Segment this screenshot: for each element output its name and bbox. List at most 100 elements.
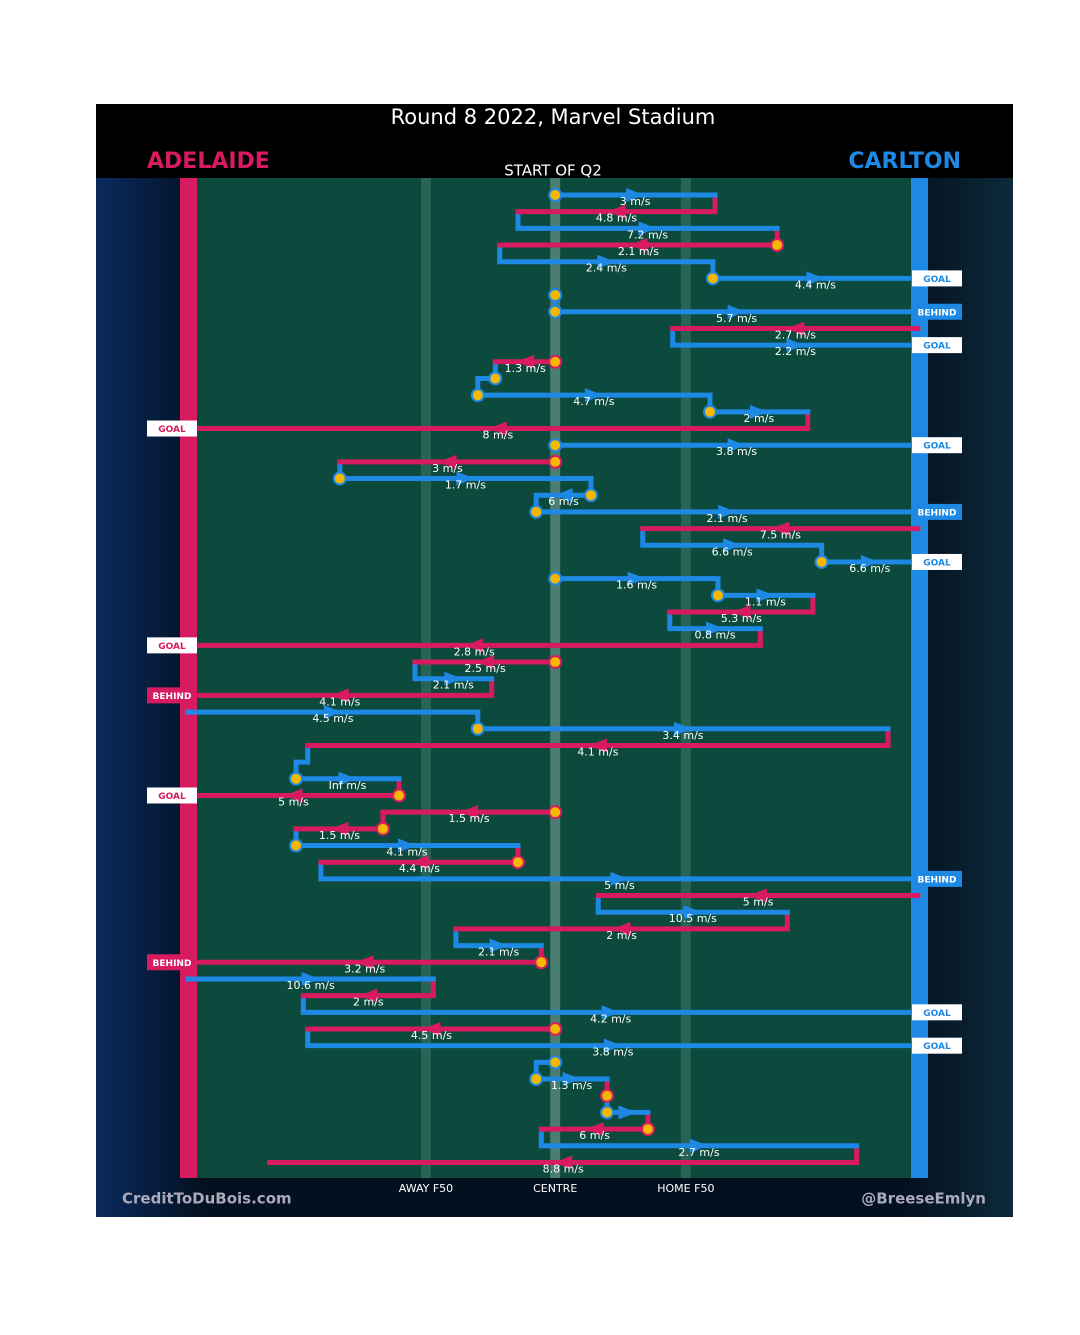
stoppage-marker [710, 588, 725, 603]
outcome-label: GOAL [923, 1009, 951, 1019]
stoppage-marker [548, 304, 563, 319]
arrow-head [330, 688, 349, 703]
speed-label: 3 m/s [620, 195, 651, 208]
arrow-head [355, 955, 374, 970]
speed-label: 4.1 m/s [319, 695, 360, 708]
stoppage-marker [548, 1022, 563, 1036]
stoppage-marker [640, 1122, 655, 1137]
outcome-box [912, 303, 962, 320]
arrow-head [584, 388, 603, 403]
goal-bar-right [911, 178, 928, 1178]
outcome-label: GOAL [923, 275, 951, 285]
speed-label: 4.1 m/s [577, 745, 618, 758]
arrow-head [610, 871, 629, 886]
stoppage-marker [488, 371, 503, 386]
speed-label: 4.5 m/s [312, 712, 353, 725]
chart-title: Round 8 2022, Marvel Stadium [391, 105, 716, 129]
speed-label: 4.4 m/s [399, 862, 440, 875]
speed-label: 3.2 m/s [344, 962, 385, 975]
goal-bar-left [180, 178, 197, 1178]
x-tick-label: CENTRE [533, 1182, 577, 1195]
speed-label: 2.7 m/s [775, 328, 816, 341]
speed-label: 5 m/s [278, 795, 309, 808]
arrow-head [438, 454, 457, 469]
stoppage-marker [529, 504, 544, 519]
arrow-head [422, 1022, 441, 1036]
team-right: CARLTON [848, 149, 961, 174]
subtitle: START OF Q2 [504, 162, 602, 180]
speed-label: 0.8 m/s [694, 629, 735, 642]
speed-label: 2 m/s [606, 929, 637, 942]
speed-label: 2.1 m/s [478, 946, 519, 959]
arrow-head [723, 538, 742, 553]
outcome-label: GOAL [158, 792, 186, 802]
stoppage-marker [375, 821, 390, 836]
outcome-label: BEHIND [918, 508, 957, 518]
arrow-head [516, 354, 535, 369]
arrow-head [627, 571, 646, 586]
x-tick-label: HOME F50 [657, 1182, 714, 1195]
arrow-head [638, 221, 657, 236]
arrow-head [727, 438, 746, 453]
speed-label: 1.5 m/s [319, 829, 360, 842]
footer-left: CreditToDuBois.com [122, 1190, 292, 1208]
outcome-box [912, 270, 962, 287]
stoppage-marker [705, 271, 720, 286]
arrow-head [749, 888, 768, 903]
outcome-box [147, 687, 197, 704]
outcome-box [147, 637, 197, 654]
stoppage-marker [548, 805, 563, 820]
outcome-label: GOAL [923, 342, 951, 352]
outcome-box [147, 420, 197, 437]
outcome-label: GOAL [158, 642, 186, 652]
speed-label: 8.8 m/s [543, 1162, 584, 1175]
speed-label: 2.7 m/s [678, 1146, 719, 1159]
speed-label: 3.4 m/s [662, 729, 703, 742]
arrow-head [718, 504, 737, 519]
outcome-box [912, 437, 962, 454]
field-line [550, 178, 561, 1178]
arrow-head [612, 921, 631, 936]
arrow-head [338, 771, 357, 786]
outcome-label: GOAL [158, 425, 186, 435]
stoppage-marker [548, 354, 563, 369]
speed-label: 3.8 m/s [592, 1046, 633, 1059]
speed-label: 1.5 m/s [448, 812, 489, 825]
stoppage-marker [770, 238, 785, 253]
outcome-label: BEHIND [153, 692, 192, 702]
speed-label: 1.3 m/s [505, 362, 546, 375]
outcome-box [147, 954, 197, 971]
arrow-head [562, 1072, 581, 1087]
arrow-head [771, 521, 790, 536]
arrow-head [554, 488, 573, 503]
arrow-head [476, 655, 495, 670]
arrow-head [330, 821, 349, 836]
speed-label: 5 m/s [743, 896, 774, 909]
arrow-head [585, 1122, 604, 1137]
stoppage-marker [548, 188, 563, 202]
arrow-head [398, 838, 416, 853]
speed-label: 2.4 m/s [586, 262, 627, 275]
stoppage-marker [289, 771, 304, 786]
x-tick-label: AWAY F50 [399, 1182, 453, 1195]
arrow-head [359, 988, 378, 1003]
speed-label: 4.5 m/s [411, 1029, 452, 1042]
speed-label: 2.1 m/s [707, 512, 748, 525]
stoppage-marker [510, 855, 525, 870]
speed-label: 6.6 m/s [712, 545, 753, 558]
arrow-head [626, 188, 645, 202]
speed-label: 1.3 m/s [551, 1079, 592, 1092]
arrow-head [489, 938, 508, 953]
arrow-head [732, 605, 751, 619]
speed-label: 4.1 m/s [386, 846, 427, 859]
stoppage-marker [548, 571, 563, 586]
arrow-head [756, 588, 775, 603]
stoppage-marker [548, 1055, 563, 1070]
arrow-head [465, 638, 484, 653]
stoppage-marker [548, 438, 563, 453]
speed-label: 2.1 m/s [433, 679, 474, 692]
speed-label: 4.7 m/s [573, 395, 614, 408]
arrow-head [673, 721, 692, 736]
outcome-box [912, 1004, 962, 1021]
